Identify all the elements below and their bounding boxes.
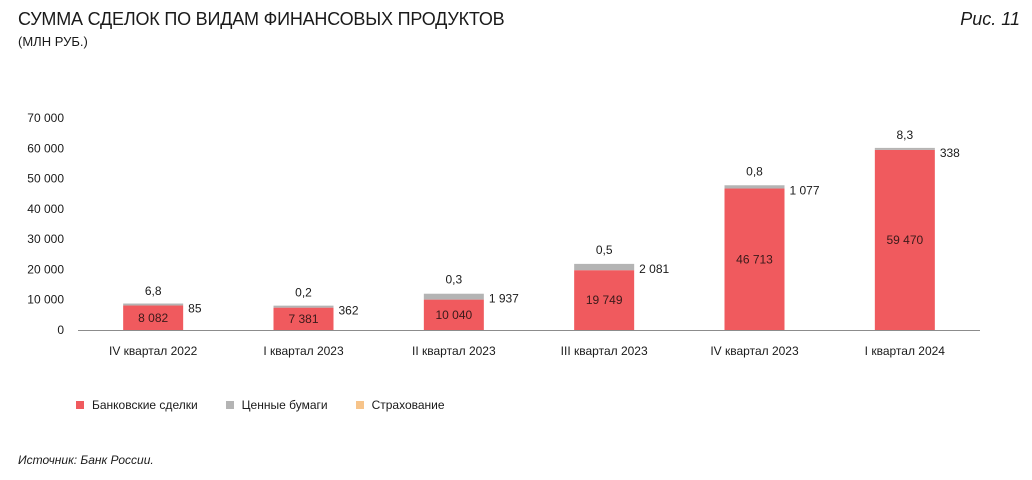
data-label-securities: 85: [188, 302, 202, 316]
bar-securities: [574, 263, 635, 271]
bar-securities: [874, 147, 935, 150]
legend-label-insurance: Страхование: [371, 398, 445, 412]
y-tick-label: 20 000: [27, 262, 64, 276]
legend-swatch-insurance: [355, 401, 364, 409]
bar-bank: [423, 299, 484, 330]
y-tick-label: 0: [57, 323, 64, 337]
bar-bank: [874, 149, 935, 330]
x-tick-label: IV квартал 2022: [109, 344, 198, 358]
legend-item-securities: Ценные бумаги: [225, 398, 328, 412]
legend-label-bank: Банковские сделки: [92, 398, 198, 412]
data-label-securities: 362: [339, 304, 359, 318]
data-label-bank: 8 082: [138, 311, 168, 325]
y-axis: 0 10 000 20 000 30 000 40 000 50 000 60 000 70 …: [27, 111, 64, 337]
bar-bank: [574, 270, 635, 330]
data-label-bank: 10 040: [435, 308, 472, 322]
bar-bank: [724, 188, 785, 330]
x-tick-label: III квартал 2023: [561, 344, 648, 358]
x-tick-label: II квартал 2023: [412, 344, 496, 358]
y-tick-label: 70 000: [27, 111, 64, 125]
legend-item-bank: Банковские сделки: [76, 398, 198, 412]
data-label-insurance: 0,5: [596, 243, 613, 257]
data-label-securities: 338: [940, 146, 960, 160]
legend-swatch-securities: [225, 401, 234, 409]
data-label-bank: 46 713: [736, 252, 773, 266]
y-tick-label: 30 000: [27, 232, 64, 246]
y-tick-label: 40 000: [27, 202, 64, 216]
data-label-insurance: 0,8: [746, 164, 763, 178]
legend: Банковские сделки Ценные бумаги Страхова…: [76, 398, 445, 412]
data-label-securities: 2 081: [639, 262, 669, 276]
bar-bank: [273, 307, 334, 330]
y-tick-label: 50 000: [27, 172, 64, 186]
data-label-insurance: 8,3: [896, 128, 913, 142]
bars: 8 082 85 6,8 7 381 362 0,2 10 040 1 937 0,3 19 74…: [123, 128, 960, 330]
y-tick-label: 60 000: [27, 141, 64, 155]
data-label-insurance: 6,8: [145, 284, 162, 298]
bar-securities: [724, 185, 785, 189]
stacked-bar-chart: 0 10 000 20 000 30 000 40 000 50 000 60 000 70 …: [27, 111, 980, 358]
figure-label: Рис. 11: [960, 9, 1020, 29]
x-tick-label: IV квартал 2023: [710, 344, 799, 358]
bar-securities: [273, 305, 334, 308]
data-label-securities: 1 937: [489, 292, 519, 306]
data-label-bank: 7 381: [288, 312, 318, 326]
data-label-insurance: 0,3: [445, 273, 462, 287]
source-note: Источник: Банк России.: [18, 453, 154, 467]
legend-swatch-bank: [76, 401, 84, 409]
y-tick-label: 10 000: [27, 293, 64, 307]
chart-subtitle: (МЛН РУБ.): [18, 34, 88, 49]
data-label-securities: 1 077: [790, 183, 820, 197]
bar-securities: [123, 303, 184, 306]
data-label-bank: 59 470: [886, 233, 923, 247]
legend-label-securities: Ценные бумаги: [241, 398, 328, 412]
bar-bank: [123, 305, 184, 330]
x-tick-label: I квартал 2023: [263, 344, 344, 358]
x-axis-labels: IV квартал 2022 I квартал 2023 II квартал …: [109, 344, 945, 358]
data-label-insurance: 0,2: [295, 286, 312, 300]
data-label-bank: 19 749: [586, 293, 623, 307]
bar-securities: [423, 293, 484, 300]
legend-item-insurance: Страхование: [355, 398, 445, 412]
x-tick-label: I квартал 2024: [865, 344, 946, 358]
chart-title: СУММА СДЕЛОК ПО ВИДАМ ФИНАНСОВЫХ ПРОДУКТ…: [18, 9, 505, 29]
